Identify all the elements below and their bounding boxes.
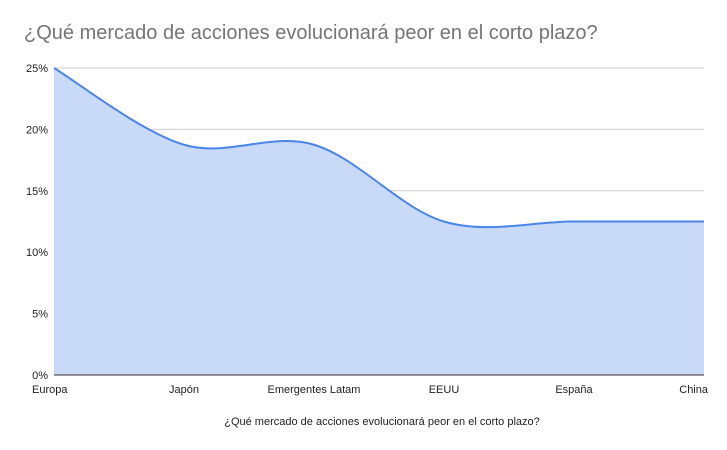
x-tick-label: Japón [169,384,199,396]
y-tick-label: 0% [32,370,48,382]
y-tick-label: 10% [26,247,48,259]
x-axis-title: ¿Qué mercado de acciones evolucionará pe… [224,416,540,428]
x-tick-label: Europa [32,384,68,396]
x-tick-label: Emergentes Latam [268,384,361,396]
x-tick-label: España [555,384,593,396]
area-fill [54,68,704,375]
chart-title: ¿Qué mercado de acciones evolucionará pe… [24,22,598,44]
y-tick-label: 15% [26,186,48,198]
x-tick-label: EEUU [429,384,460,396]
y-tick-label: 5% [32,309,48,321]
y-tick-label: 20% [26,124,48,136]
y-tick-label: 25% [26,63,48,75]
series-line [53,67,704,229]
x-tick-label: China [679,384,709,396]
